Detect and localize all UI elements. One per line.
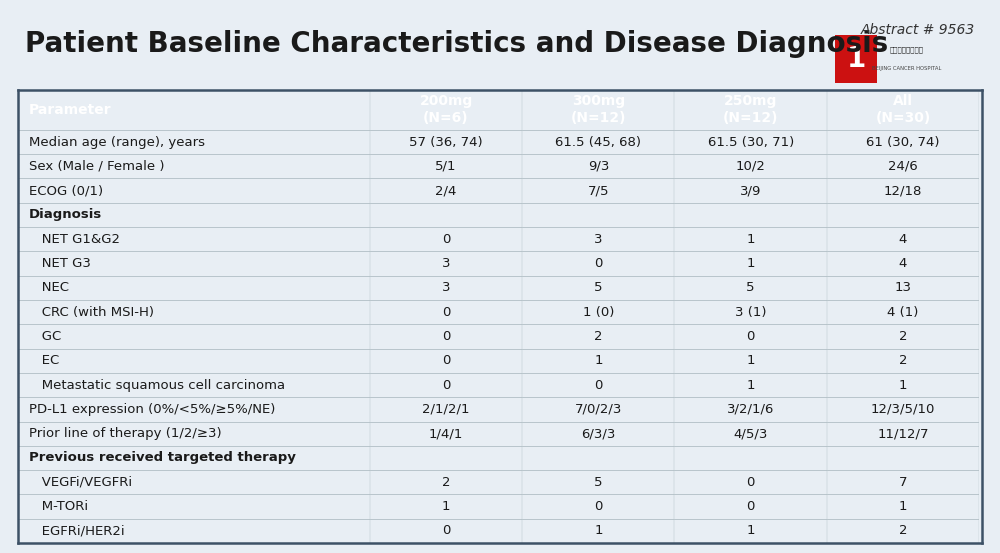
Text: 3/9: 3/9 bbox=[740, 184, 761, 197]
Text: NEC: NEC bbox=[29, 281, 69, 294]
Text: 5/1: 5/1 bbox=[435, 160, 457, 173]
Text: 0: 0 bbox=[442, 379, 450, 392]
Text: 0: 0 bbox=[442, 306, 450, 319]
Text: 300mg
(N=12): 300mg (N=12) bbox=[571, 95, 626, 125]
Text: 1: 1 bbox=[746, 379, 755, 392]
Text: 0: 0 bbox=[594, 500, 603, 513]
Text: 0: 0 bbox=[442, 354, 450, 367]
Text: ECOG (0/1): ECOG (0/1) bbox=[29, 184, 103, 197]
Text: 1 (0): 1 (0) bbox=[583, 306, 614, 319]
Text: M-TORi: M-TORi bbox=[29, 500, 88, 513]
Text: 250mg
(N=12): 250mg (N=12) bbox=[723, 95, 778, 125]
Text: 5: 5 bbox=[594, 476, 603, 489]
Text: 57 (36, 74): 57 (36, 74) bbox=[409, 135, 483, 149]
Text: 2: 2 bbox=[899, 524, 907, 538]
Text: 9/3: 9/3 bbox=[588, 160, 609, 173]
Text: 61 (30, 74): 61 (30, 74) bbox=[866, 135, 940, 149]
Text: PD-L1 expression (0%/<5%/≥5%/NE): PD-L1 expression (0%/<5%/≥5%/NE) bbox=[29, 403, 275, 416]
Text: Abstract # 9563: Abstract # 9563 bbox=[861, 23, 975, 37]
Text: 1: 1 bbox=[746, 354, 755, 367]
Text: 10/2: 10/2 bbox=[736, 160, 766, 173]
Text: 4: 4 bbox=[899, 257, 907, 270]
Text: 1: 1 bbox=[746, 524, 755, 538]
Text: 2: 2 bbox=[594, 330, 603, 343]
Text: 11/12/7: 11/12/7 bbox=[877, 427, 929, 440]
Text: Sex (Male / Female ): Sex (Male / Female ) bbox=[29, 160, 164, 173]
Text: EGFRi/HER2i: EGFRi/HER2i bbox=[29, 524, 124, 538]
Text: 1: 1 bbox=[746, 233, 755, 246]
Text: 1: 1 bbox=[442, 500, 450, 513]
Text: VEGFi/VEGFRi: VEGFi/VEGFRi bbox=[29, 476, 132, 489]
Text: 61.5 (30, 71): 61.5 (30, 71) bbox=[708, 135, 794, 149]
Text: 200mg
(N=6): 200mg (N=6) bbox=[419, 95, 473, 125]
Text: 4/5/3: 4/5/3 bbox=[733, 427, 768, 440]
Text: All
(N=30): All (N=30) bbox=[875, 95, 931, 125]
Bar bbox=[835, 35, 877, 82]
Text: NET G1&G2: NET G1&G2 bbox=[29, 233, 120, 246]
Text: 61.5 (45, 68): 61.5 (45, 68) bbox=[555, 135, 641, 149]
Text: 3: 3 bbox=[442, 281, 450, 294]
Text: 3 (1): 3 (1) bbox=[735, 306, 766, 319]
Text: 1: 1 bbox=[594, 524, 603, 538]
Text: Median age (range), years: Median age (range), years bbox=[29, 135, 205, 149]
Text: 1: 1 bbox=[846, 45, 866, 74]
Text: 0: 0 bbox=[442, 233, 450, 246]
Text: 0: 0 bbox=[442, 524, 450, 538]
Text: 7/0/2/3: 7/0/2/3 bbox=[575, 403, 622, 416]
Text: 2: 2 bbox=[899, 354, 907, 367]
Text: 0: 0 bbox=[594, 257, 603, 270]
Text: 2/4: 2/4 bbox=[435, 184, 457, 197]
Text: 北京大学肿瘤医院: 北京大学肿瘤医院 bbox=[890, 47, 924, 54]
Text: Patient Baseline Characteristics and Disease Diagnosis: Patient Baseline Characteristics and Dis… bbox=[25, 30, 888, 58]
Text: 5: 5 bbox=[746, 281, 755, 294]
Text: 12/3/5/10: 12/3/5/10 bbox=[871, 403, 935, 416]
Text: 0: 0 bbox=[746, 476, 755, 489]
Text: 1: 1 bbox=[746, 257, 755, 270]
Text: NET G3: NET G3 bbox=[29, 257, 90, 270]
Text: 3: 3 bbox=[442, 257, 450, 270]
Text: BEIJING CANCER HOSPITAL: BEIJING CANCER HOSPITAL bbox=[872, 66, 942, 71]
Text: 2: 2 bbox=[442, 476, 450, 489]
Text: 0: 0 bbox=[442, 330, 450, 343]
Text: 7/5: 7/5 bbox=[588, 184, 609, 197]
Text: 0: 0 bbox=[746, 500, 755, 513]
Text: Diagnosis: Diagnosis bbox=[29, 208, 102, 221]
Text: 0: 0 bbox=[594, 379, 603, 392]
Text: GC: GC bbox=[29, 330, 61, 343]
Text: 12/18: 12/18 bbox=[884, 184, 922, 197]
Text: CRC (with MSI-H): CRC (with MSI-H) bbox=[29, 306, 154, 319]
Text: 7: 7 bbox=[899, 476, 907, 489]
Text: 2: 2 bbox=[899, 330, 907, 343]
Text: 1: 1 bbox=[899, 379, 907, 392]
Text: Previous received targeted therapy: Previous received targeted therapy bbox=[29, 451, 295, 465]
Text: 1/4/1: 1/4/1 bbox=[429, 427, 463, 440]
Text: 3/2/1/6: 3/2/1/6 bbox=[727, 403, 774, 416]
Text: 1: 1 bbox=[594, 354, 603, 367]
Text: 3: 3 bbox=[594, 233, 603, 246]
Text: 4 (1): 4 (1) bbox=[887, 306, 919, 319]
Text: 13: 13 bbox=[894, 281, 911, 294]
Text: 2/1/2/1: 2/1/2/1 bbox=[422, 403, 470, 416]
Text: Prior line of therapy (1/2/≥3): Prior line of therapy (1/2/≥3) bbox=[29, 427, 221, 440]
Text: Metastatic squamous cell carcinoma: Metastatic squamous cell carcinoma bbox=[29, 379, 285, 392]
Text: Parameter: Parameter bbox=[29, 103, 111, 117]
Text: 1: 1 bbox=[899, 500, 907, 513]
Text: 6/3/3: 6/3/3 bbox=[581, 427, 616, 440]
Text: 4: 4 bbox=[899, 233, 907, 246]
Text: 5: 5 bbox=[594, 281, 603, 294]
Text: 0: 0 bbox=[746, 330, 755, 343]
Text: EC: EC bbox=[29, 354, 59, 367]
Text: 24/6: 24/6 bbox=[888, 160, 918, 173]
